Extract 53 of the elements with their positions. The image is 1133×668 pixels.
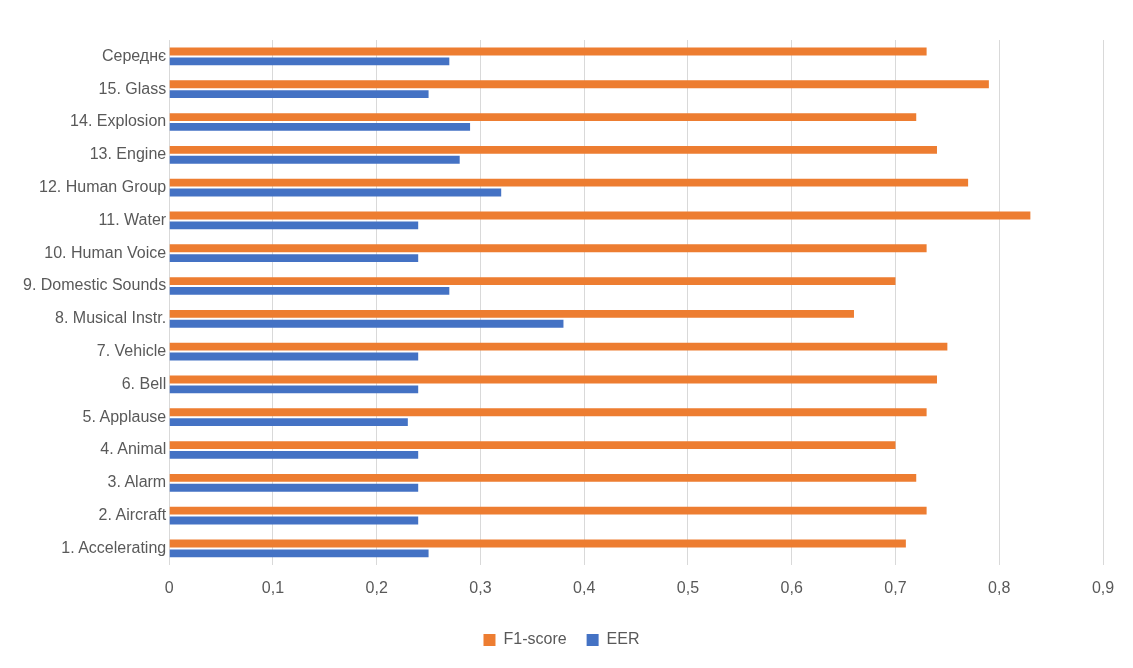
- x-tick-label: 0,7: [884, 578, 907, 596]
- legend-label: F1-score: [503, 630, 567, 648]
- bar: [169, 473, 917, 482]
- bar: [169, 342, 948, 351]
- bar: [169, 178, 969, 187]
- y-tick-label: 1. Accelerating: [61, 538, 167, 556]
- x-tick-label: 0,6: [780, 578, 803, 596]
- y-tick-label: 6. Bell: [121, 374, 167, 392]
- y-tick-label: 14. Explosion: [70, 112, 167, 130]
- bar: [169, 450, 419, 459]
- bar: [169, 145, 937, 154]
- y-tick-label: 7. Vehicle: [96, 342, 167, 360]
- legend-label: EER: [606, 630, 640, 648]
- bar: [169, 244, 927, 253]
- y-tick-label: 10. Human Voice: [44, 243, 167, 261]
- x-tick-label: 0,5: [676, 578, 700, 596]
- bar: [169, 113, 917, 122]
- bar: [169, 549, 429, 558]
- x-tick-label: 0,9: [1091, 578, 1115, 596]
- bar: [169, 122, 471, 131]
- y-tick-label: 3. Alarm: [107, 473, 167, 491]
- y-tick-label: 5. Applause: [82, 407, 167, 425]
- x-tick-label: 0,4: [573, 578, 596, 596]
- bar: [169, 90, 429, 99]
- y-tick-label: 12. Human Group: [38, 178, 167, 196]
- y-tick-label: 2. Aircraft: [98, 506, 167, 524]
- bar: [169, 221, 419, 230]
- x-tick-label: 0,8: [988, 578, 1011, 596]
- bar: [169, 483, 419, 492]
- x-tick-label: 0,1: [261, 578, 285, 596]
- bar: [169, 80, 989, 89]
- bar: [169, 319, 564, 328]
- x-tick-label: 0: [164, 578, 174, 596]
- bar: [169, 441, 896, 450]
- bar: [169, 254, 419, 263]
- y-tick-label: 15. Glass: [98, 79, 167, 97]
- bar: [169, 277, 896, 286]
- bar: [169, 408, 927, 417]
- y-tick-label: Середнє: [101, 46, 167, 64]
- bar: [169, 309, 854, 318]
- bar: [169, 286, 450, 295]
- y-tick-label: 4. Animal: [100, 440, 167, 458]
- bar: [169, 418, 408, 427]
- bar: [169, 155, 460, 164]
- y-tick-label: 13. Engine: [89, 145, 167, 163]
- y-tick-label: 11. Water: [98, 210, 167, 228]
- x-tick-label: 0,2: [365, 578, 388, 596]
- x-tick-label: 0,3: [469, 578, 492, 596]
- bar: [169, 385, 419, 394]
- bar: [169, 57, 450, 66]
- y-tick-label: 8. Musical Instr.: [55, 309, 167, 327]
- bar: [169, 506, 927, 515]
- y-tick-label: 9. Domestic Sounds: [22, 276, 167, 294]
